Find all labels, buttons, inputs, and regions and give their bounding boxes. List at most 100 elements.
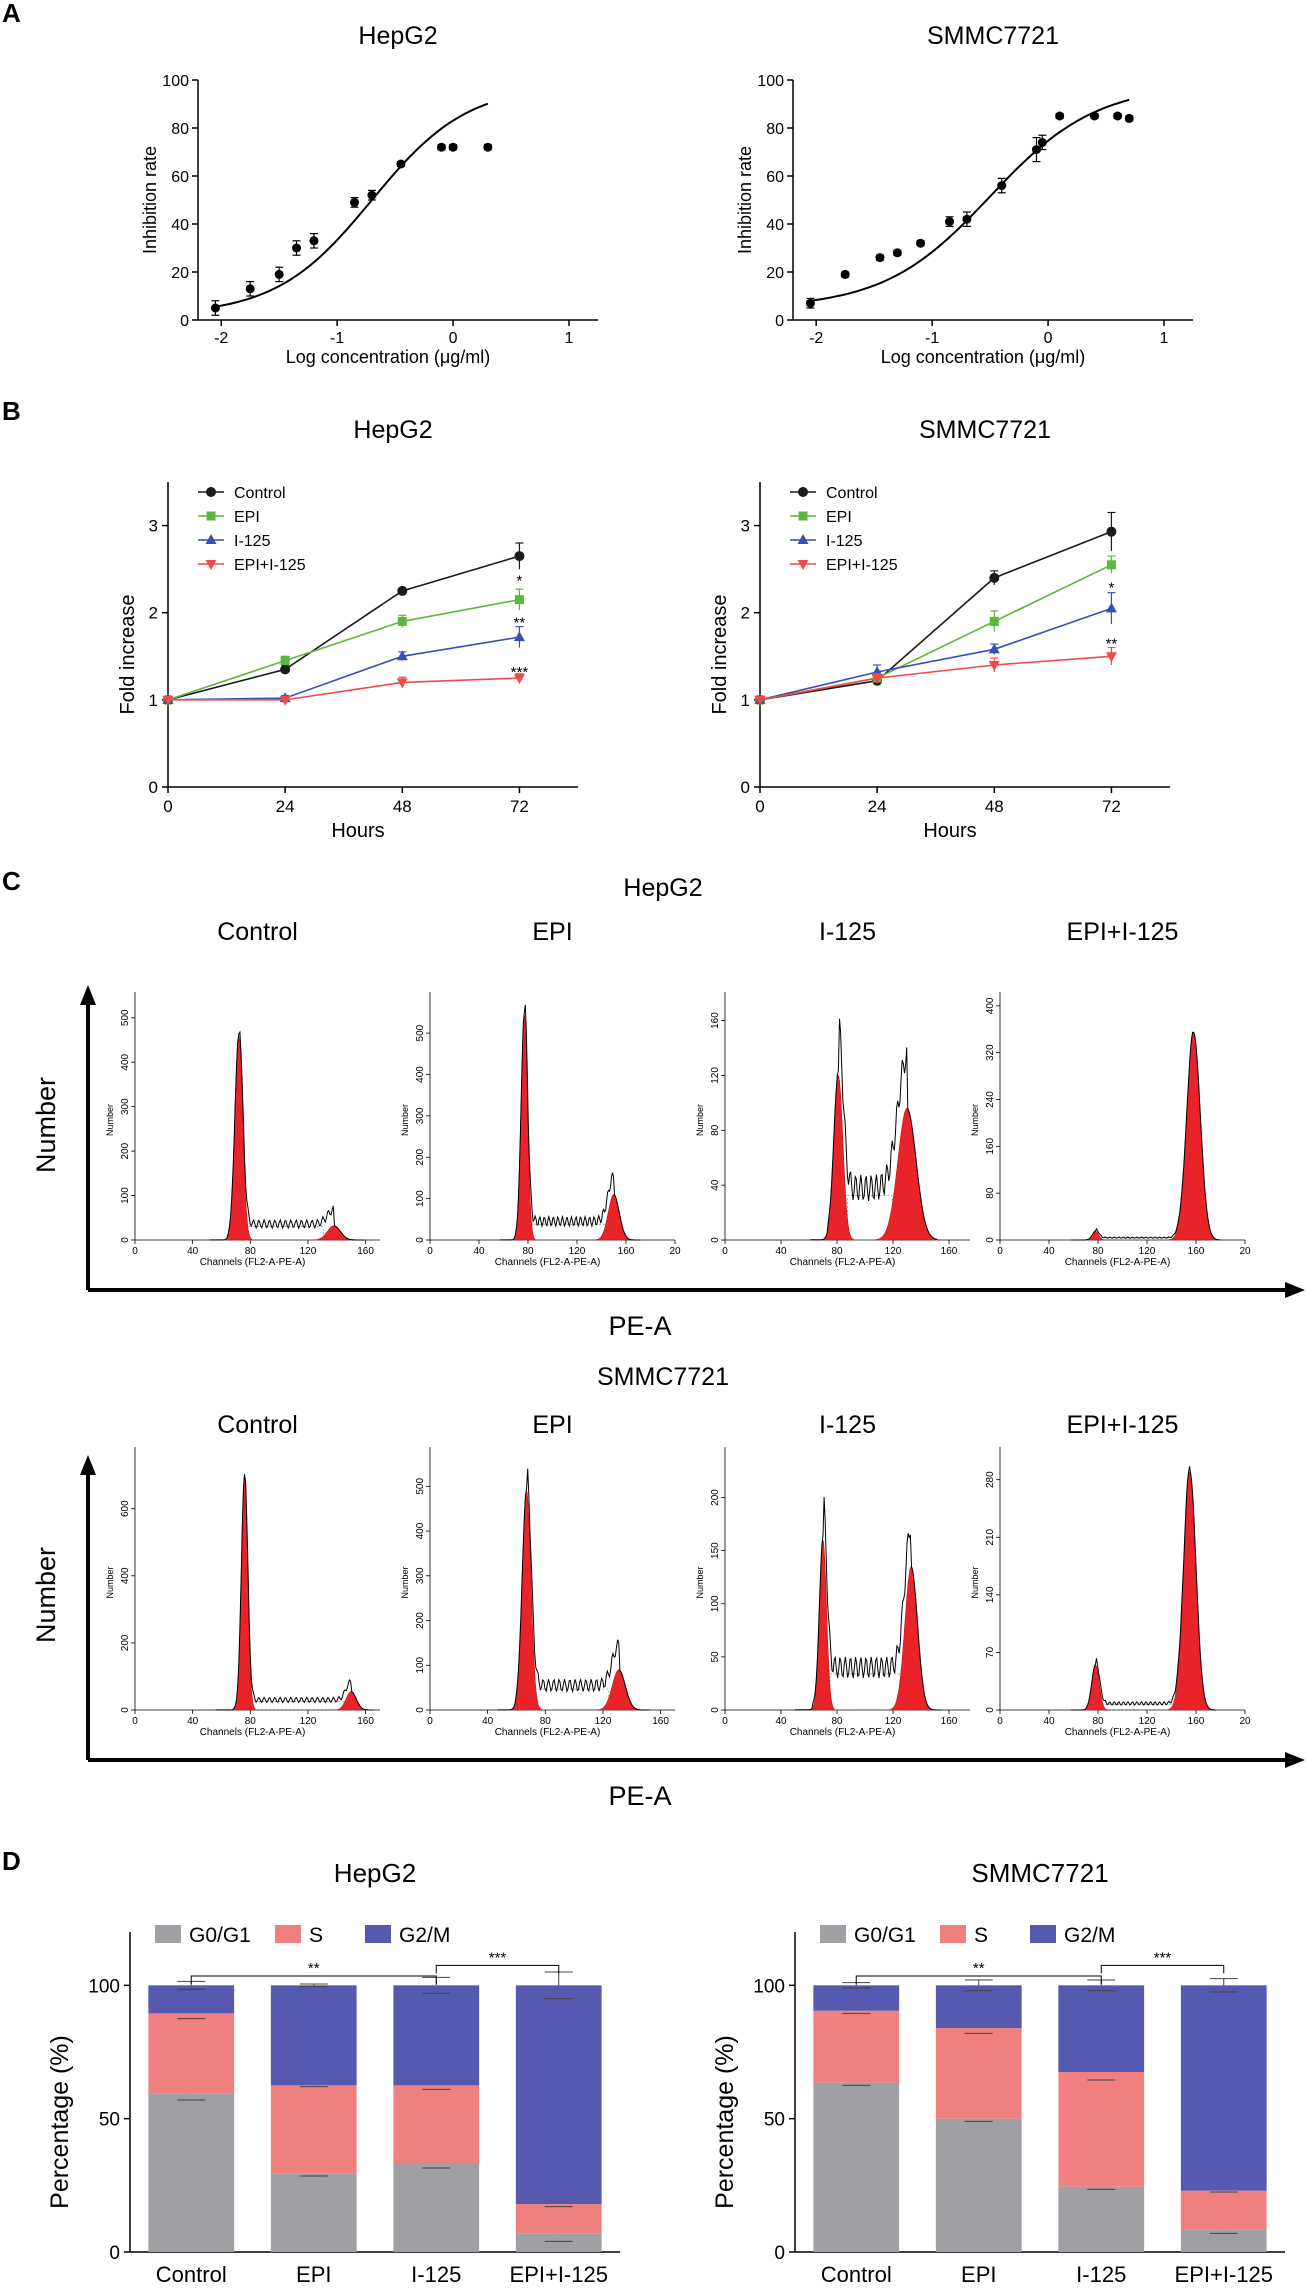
y-tick-label: 400 — [120, 1053, 131, 1070]
x-axis-label: PE-A — [608, 1781, 671, 1811]
bar-segment-s — [813, 2010, 900, 2083]
chart-d-smmc7721: SMMC7721 0 50 100 Percentage (%) G0/G1 S G2/M Co… — [711, 1858, 1285, 2287]
data-point-epi — [280, 656, 290, 666]
data-point — [1055, 111, 1065, 121]
chart-c-hepg2: HepG2 Number PE-A Control 0 40 80 120 160 Channel… — [31, 874, 1305, 1341]
x-tick-label: 48 — [985, 797, 1004, 816]
data-point-i125 — [988, 643, 1000, 654]
legend-label: EPI+I-125 — [234, 557, 306, 574]
legend-marker-epi — [206, 511, 216, 521]
g1-peak — [822, 1075, 855, 1241]
y-tick-label: 300 — [415, 1567, 426, 1584]
y-tick-label: 210 — [985, 1528, 996, 1545]
legend-marker-control — [206, 487, 216, 497]
g2-peak — [311, 1225, 357, 1241]
number-label: Number — [970, 1566, 980, 1598]
histogram-outline — [497, 1468, 650, 1711]
legend-swatch-g0g1 — [155, 1925, 181, 1943]
number-label: Number — [105, 1104, 115, 1136]
series-line-epi — [759, 564, 1112, 701]
y-tick-label: 500 — [415, 1024, 426, 1041]
x-tick-label: 0 — [997, 1716, 1003, 1727]
x-tick-label: 160 — [357, 1716, 374, 1727]
bar-segment-g2m — [1180, 1985, 1267, 2191]
bar-segment-g0g1 — [1058, 2186, 1145, 2252]
legend-swatch-s — [940, 1925, 966, 1943]
y-tick-label: 2 — [149, 604, 158, 623]
y-axis-label: Number — [31, 1077, 61, 1173]
data-point — [892, 248, 902, 258]
y-tick-label: 200 — [120, 1634, 131, 1651]
x-tick-label: 80 — [1092, 1716, 1104, 1727]
chart-title: HepG2 — [334, 1858, 416, 1888]
series-line-control — [167, 555, 520, 701]
chart-b-smmc7721: SMMC7721 0 1 2 3 0 24 48 72 Hours Fold increase Con… — [709, 416, 1170, 842]
x-tick-label: 80 — [540, 1716, 552, 1727]
y-tick-label: 0 — [741, 778, 750, 797]
data-point — [1124, 113, 1134, 123]
legend-label: EPI — [826, 509, 852, 526]
channels-label: Channels (FL2-A-PE-A) — [790, 1257, 896, 1268]
bar-segment-g0g1 — [148, 2093, 235, 2252]
bar-segment-g2m — [935, 1985, 1022, 2028]
series-line-combo — [168, 677, 520, 701]
g1-peak — [810, 1540, 836, 1711]
channels-label: Channels (FL2-A-PE-A) — [200, 1257, 306, 1268]
channels-label: Channels (FL2-A-PE-A) — [495, 1727, 601, 1738]
x-tick-label: 0 — [997, 1246, 1003, 1257]
y-tick-label: 0 — [775, 313, 784, 330]
significance-mark: ** — [1106, 635, 1118, 652]
data-point — [448, 142, 458, 152]
y-tick-label: 140 — [985, 1586, 996, 1603]
significance-mark: * — [517, 573, 523, 590]
data-point-epi — [1106, 560, 1116, 570]
x-tick-label: 40 — [482, 1716, 494, 1727]
histogram-epi-i-125: EPI+I-125 0 40 80 120 160 20 Channels (FL2-A-PE… — [970, 1411, 1251, 1738]
bar-segment-g2m — [515, 1985, 602, 2204]
legend-label: G2/M — [1064, 1924, 1115, 1947]
significance-mark: ** — [308, 1960, 320, 1977]
x-tick-label: 120 — [885, 1716, 902, 1727]
chart-d-hepg2: HepG2 0 50 100 Percentage (%) G0/G1 S G2/M Contr… — [46, 1858, 620, 2287]
x-tick-label: 80 — [245, 1716, 257, 1727]
data-point — [309, 236, 319, 246]
chart-title: HepG2 — [623, 874, 702, 902]
legend-marker-i125 — [205, 534, 217, 544]
x-tick-label: -1 — [330, 330, 344, 347]
channels-label: Channels (FL2-A-PE-A) — [1065, 1727, 1171, 1738]
y-tick-label: 0 — [985, 1707, 996, 1713]
y-tick-label: 400 — [120, 1567, 131, 1584]
x-tick-label: 24 — [868, 797, 887, 816]
y-tick-label: 80 — [985, 1187, 996, 1199]
y-tick-label: 40 — [710, 1179, 721, 1191]
x-tick-label: 120 — [1139, 1716, 1156, 1727]
x-tick-label: 40 — [1043, 1716, 1055, 1727]
chart-title: SMMC7721 — [919, 416, 1051, 444]
x-tick-label: 160 — [941, 1716, 958, 1727]
chart-title: SMMC7721 — [927, 22, 1059, 50]
data-point-i125 — [396, 650, 408, 661]
x-tick-label: 120 — [569, 1246, 586, 1257]
x-tick-label: 80 — [522, 1246, 534, 1257]
y-tick-label: 100 — [162, 73, 189, 90]
data-point — [1031, 145, 1041, 155]
channels-label: Channels (FL2-A-PE-A) — [495, 1257, 601, 1268]
histogram-outline — [1071, 1031, 1221, 1241]
legend-label: S — [974, 1924, 988, 1947]
histogram-control: Control 0 40 80 120 160 Channels (FL2-A-PE-A) 0… — [105, 918, 380, 1268]
y-tick-label: 240 — [985, 1091, 996, 1108]
data-point — [350, 197, 360, 207]
bar-segment-g2m — [393, 1985, 480, 2086]
y-arrow-head — [80, 1455, 96, 1475]
x-tick-label: 0 — [427, 1246, 433, 1257]
s-phase-region — [246, 1226, 325, 1241]
data-point-control — [397, 585, 408, 596]
x-tick-label: 0 — [722, 1246, 728, 1257]
chart-title: HepG2 — [353, 416, 432, 444]
y-tick-label: 80 — [710, 1124, 721, 1136]
data-point — [210, 303, 220, 313]
legend-marker-combo — [205, 560, 217, 570]
fit-curve — [810, 98, 1130, 302]
x-tick-label: 48 — [393, 797, 412, 816]
histogram-outline — [215, 1474, 374, 1711]
